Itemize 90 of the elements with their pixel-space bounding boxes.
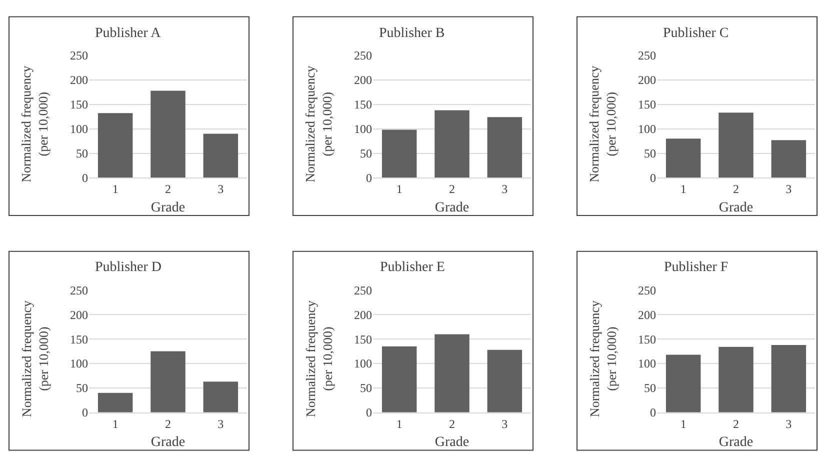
bar — [771, 140, 806, 178]
chart-title: Publisher E — [380, 260, 445, 275]
y-axis-title: Normalized frequency (per 10,000) — [18, 65, 51, 182]
y-tick-label: 100 — [70, 356, 88, 371]
x-tick-label: 2 — [733, 416, 739, 431]
y-tick-label: 50 — [360, 381, 372, 396]
x-axis-title: Grade — [150, 200, 186, 216]
y-tick-label: 150 — [638, 98, 656, 112]
y-tick-label: 0 — [650, 406, 656, 420]
chart-title: Publisher F — [664, 260, 728, 275]
x-tick-label: 1 — [680, 182, 686, 196]
bar — [203, 382, 238, 412]
bar — [382, 130, 417, 178]
y-tick-label: 0 — [366, 406, 372, 420]
x-tick-label: 3 — [502, 416, 508, 431]
y-tick-label: 100 — [638, 122, 656, 136]
bar — [487, 350, 522, 412]
x-tick-label: 2 — [165, 416, 171, 431]
chart-title: Publisher B — [379, 26, 445, 41]
y-axis-title: Normalized frequency (per 10,000) — [18, 300, 51, 418]
y-tick-label: 150 — [638, 332, 656, 346]
chart-title: Publisher C — [663, 26, 729, 41]
y-tick-label: 200 — [70, 73, 88, 88]
x-tick-label: 1 — [112, 182, 118, 196]
y-axis-title: Normalized frequency (per 10,000) — [302, 65, 335, 182]
y-tick-label: 100 — [70, 122, 88, 136]
x-tick-label: 3 — [786, 416, 792, 431]
bar — [434, 334, 470, 412]
y-axis-title: Normalized frequency (per 10,000) — [586, 65, 619, 182]
bar — [98, 392, 133, 412]
bar — [150, 351, 186, 412]
x-axis-title: Grade — [434, 435, 470, 450]
y-tick-label: 200 — [638, 308, 656, 322]
y-tick-label: 0 — [366, 170, 372, 185]
y-tick-label: 150 — [70, 332, 88, 346]
x-axis-title: Grade — [718, 200, 754, 216]
y-tick-label: 250 — [638, 283, 656, 298]
y-tick-label: 250 — [638, 48, 656, 63]
bar — [98, 113, 133, 178]
y-tick-label: 250 — [70, 283, 88, 298]
x-tick-label: 2 — [733, 182, 739, 196]
bar — [718, 346, 754, 412]
y-axis-title: Normalized frequency (per 10,000) — [586, 300, 619, 418]
y-tick-label: 150 — [354, 98, 372, 112]
bar — [771, 344, 806, 412]
y-axis-title: Normalized frequency (per 10,000) — [302, 300, 335, 418]
x-axis-title: Grade — [434, 200, 470, 216]
x-tick-label: 2 — [449, 416, 455, 431]
y-tick-label: 50 — [76, 381, 88, 396]
y-tick-label: 50 — [644, 146, 656, 160]
y-tick-label: 200 — [638, 73, 656, 88]
x-axis-title: Grade — [718, 435, 754, 450]
y-tick-label: 150 — [354, 332, 372, 346]
chart-title: Publisher A — [95, 26, 162, 41]
y-tick-label: 200 — [354, 73, 372, 88]
x-axis-title: Grade — [150, 435, 186, 450]
bar — [666, 354, 701, 412]
y-tick-label: 250 — [354, 283, 372, 298]
x-tick-label: 3 — [218, 416, 224, 431]
y-tick-label: 50 — [76, 146, 88, 160]
y-tick-label: 150 — [70, 98, 88, 112]
chart-title: Publisher D — [95, 260, 162, 275]
y-tick-label: 100 — [354, 356, 372, 371]
y-tick-label: 100 — [354, 122, 372, 136]
y-tick-label: 0 — [82, 406, 88, 420]
y-tick-label: 200 — [70, 308, 88, 322]
y-tick-label: 0 — [650, 170, 656, 185]
x-tick-label: 3 — [218, 182, 224, 196]
x-tick-label: 1 — [680, 416, 686, 431]
bar — [666, 138, 701, 178]
y-tick-label: 250 — [70, 48, 88, 63]
bar — [150, 90, 186, 178]
bar — [203, 134, 238, 178]
y-tick-label: 0 — [82, 170, 88, 185]
x-tick-label: 1 — [396, 182, 402, 196]
y-tick-label: 100 — [638, 356, 656, 371]
y-tick-label: 50 — [644, 381, 656, 396]
x-tick-label: 1 — [396, 416, 402, 431]
bar — [434, 110, 470, 178]
bar — [487, 117, 522, 178]
bar — [382, 346, 417, 412]
x-tick-label: 1 — [112, 416, 118, 431]
y-tick-label: 200 — [354, 308, 372, 322]
x-tick-label: 3 — [502, 182, 508, 196]
bar — [718, 112, 754, 178]
x-tick-label: 2 — [449, 182, 455, 196]
x-tick-label: 3 — [786, 182, 792, 196]
x-tick-label: 2 — [165, 182, 171, 196]
y-tick-label: 50 — [360, 146, 372, 160]
y-tick-label: 250 — [354, 48, 372, 63]
